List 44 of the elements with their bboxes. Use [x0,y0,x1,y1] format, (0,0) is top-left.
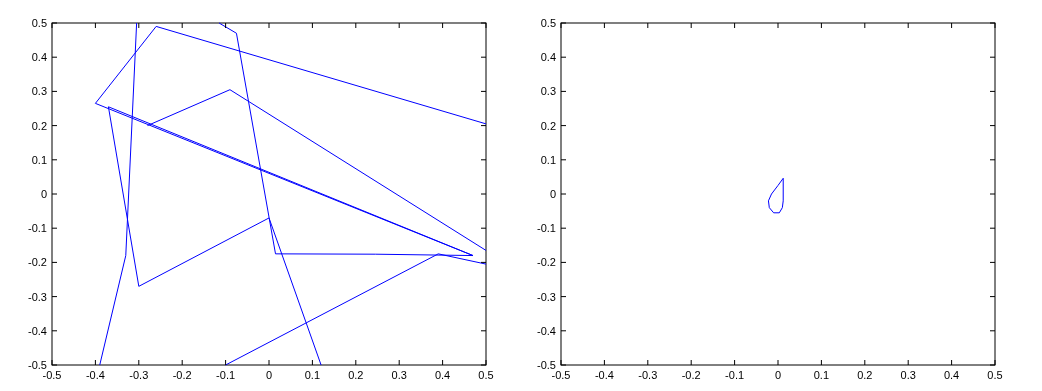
y-tick-label: 0.3 [540,85,556,98]
y-tick-label: -0.1 [28,222,47,235]
x-tick-label: -0.3 [638,369,658,381]
x-tick-label: -0.5 [551,369,571,381]
y-tick-label: -0.5 [28,359,47,371]
y-tick-label: -0.3 [537,290,556,303]
y-tick-label: -0.1 [537,222,556,235]
y-tick-label: 0.2 [31,119,47,132]
y-tick-label: 0.2 [540,119,556,132]
y-tick-label: 0.3 [31,85,47,98]
x-tick-label: -0.2 [681,369,701,381]
y-tick-label: 0 [40,188,47,200]
x-tick-label: -0.4 [85,369,105,381]
x-tick-label: 0 [774,369,782,381]
y-tick-label: -0.5 [537,359,556,371]
x-tick-label: -0.1 [725,369,745,381]
x-tick-label: 0.2 [857,369,873,381]
y-tick-label: -0.2 [28,256,47,269]
y-tick-label: -0.4 [28,324,47,337]
x-tick-label: -0.2 [172,369,192,381]
x-tick-label: -0.3 [129,369,149,381]
y-tick-label: 0.1 [540,153,556,166]
y-tick-label: 0.5 [540,17,556,29]
x-tick-label: -0.1 [216,369,236,381]
y-tick-label: 0.5 [31,17,47,29]
y-tick-label: 0 [549,188,556,200]
x-tick-label: 0.5 [987,369,1003,381]
x-tick-label: 0.5 [478,369,494,381]
x-tick-label: 0.3 [391,369,407,381]
y-tick-label: 0.1 [31,153,47,166]
x-tick-label: -0.5 [42,369,62,381]
x-tick-label: 0.3 [900,369,916,381]
y-tick-label: 0.4 [31,51,47,64]
x-tick-label: 0 [265,369,273,381]
x-tick-label: 0.1 [304,369,321,381]
x-tick-label: 0.1 [813,369,830,381]
y-tick-label: -0.3 [28,290,47,303]
x-tick-label: 0.4 [943,369,960,381]
y-tick-label: -0.2 [537,256,556,269]
y-tick-label: 0.4 [540,51,556,64]
x-tick-label: 0.2 [348,369,364,381]
x-tick-label: -0.4 [594,369,614,381]
y-tick-label: -0.4 [537,324,556,337]
x-tick-label: 0.4 [434,369,451,381]
